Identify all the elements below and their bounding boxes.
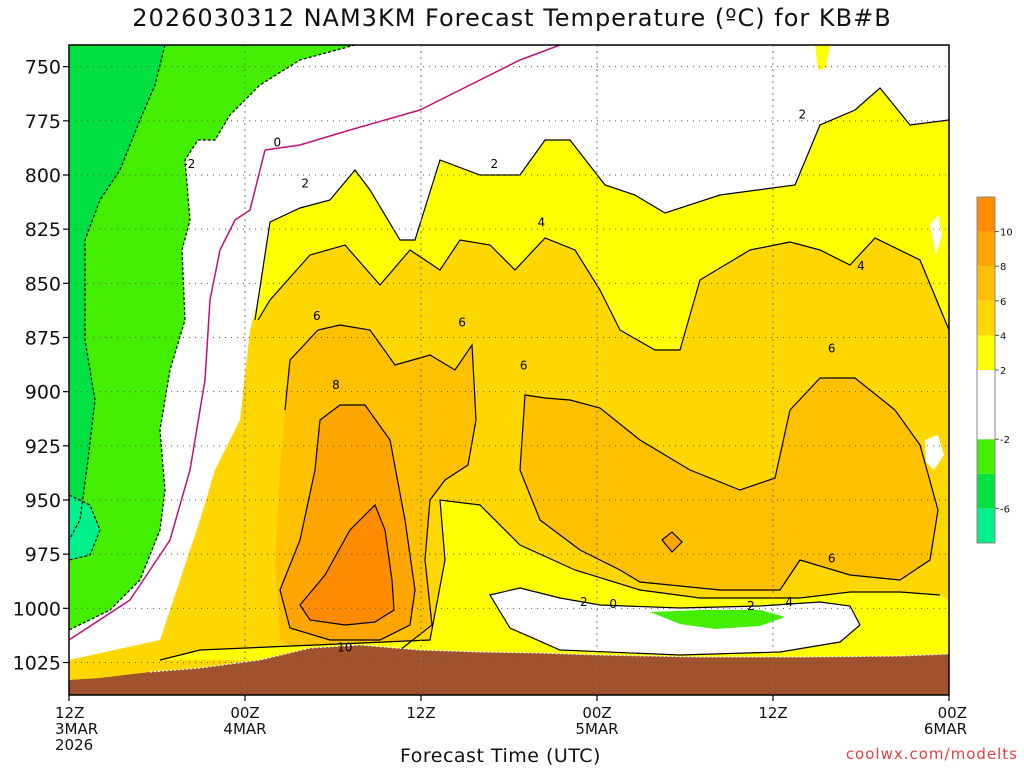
contour-2-lower xyxy=(159,499,941,661)
x-tick-label: 3MAR xyxy=(55,720,98,738)
contour-label: 6 xyxy=(313,309,321,323)
colorbar: -6 -2 2 4 6 8 10 xyxy=(976,196,1013,544)
cell-warm-1 xyxy=(815,45,830,70)
colorbar-swatch xyxy=(977,508,995,543)
band-neg4-neg2 xyxy=(69,45,355,630)
band-6-8-east xyxy=(520,378,938,590)
contour-0-b xyxy=(69,149,266,641)
colorbar-swatch xyxy=(977,370,995,405)
contour-label: 6 xyxy=(458,315,466,329)
contour-label: 6 xyxy=(828,341,836,355)
plot-frame xyxy=(68,44,950,696)
contour-label: 10 xyxy=(337,640,352,654)
contours xyxy=(159,87,949,661)
colorbar-tick-label: -6 xyxy=(1000,504,1010,515)
contour-label: 2 xyxy=(580,595,588,609)
x-tick-label: 00Z xyxy=(230,704,259,722)
x-tick-label: 12Z xyxy=(758,704,787,722)
contour-label: 4 xyxy=(857,259,865,273)
band-neg4-neg2-lower xyxy=(650,610,785,629)
y-tick-label: 800 xyxy=(25,165,61,187)
x-tick-label: 12Z xyxy=(406,704,435,722)
contour-label: 2 xyxy=(491,157,499,171)
colorbar-tick-label: 2 xyxy=(1000,366,1006,377)
contour-6-west xyxy=(284,324,477,651)
y-tick-label: 925 xyxy=(25,436,61,458)
y-axis: 750 775 800 825 850 875 900 925 950 975 1000 1025 xyxy=(13,57,69,675)
colorbar-swatch xyxy=(977,473,995,509)
cell-cold-2 xyxy=(925,435,944,470)
temperature-field xyxy=(69,45,949,695)
contour-10 xyxy=(299,503,395,626)
colorbar-tick-label: -2 xyxy=(1000,435,1010,446)
colorbar-swatch xyxy=(977,439,995,474)
contours-zero xyxy=(69,45,561,641)
contour-label: 0 xyxy=(609,597,617,611)
grid xyxy=(69,45,949,695)
y-tick-label: 775 xyxy=(25,111,61,133)
contour-6-east xyxy=(519,377,939,591)
band-10-12 xyxy=(300,505,394,625)
credit-link[interactable]: coolwx.com/modelts xyxy=(845,745,1018,763)
colorbar-swatch xyxy=(977,266,995,301)
cell-cold-1 xyxy=(930,215,942,255)
contour-label: 6 xyxy=(828,552,836,566)
contour-label: 0 xyxy=(273,136,281,150)
y-tick-label: 975 xyxy=(25,544,61,566)
x-tick-label: 00Z xyxy=(582,704,611,722)
contour-label: 6 xyxy=(520,359,528,373)
contour-labels: -2 0 2 2 2 4 4 6 6 6 6 6 8 10 2 0 2 4 xyxy=(183,107,865,654)
contour-neg2 xyxy=(69,45,356,631)
contours-negative xyxy=(69,45,356,631)
x-tick-label: 2026 xyxy=(55,736,93,754)
chart-title: 2026030312 NAM3KM Forecast Temperature (… xyxy=(132,4,892,32)
x-tick-label: 4MAR xyxy=(223,720,266,738)
x-tick-label: 00Z xyxy=(938,704,967,722)
colorbar-swatch xyxy=(977,335,995,370)
colorbar-tick-label: 4 xyxy=(1000,331,1006,342)
x-tick-label: 5MAR xyxy=(575,720,618,738)
y-tick-label: 850 xyxy=(25,273,61,295)
colorbar-swatch xyxy=(977,300,995,336)
colorbar-tick-label: 10 xyxy=(1000,228,1013,239)
x-tick-label: 12Z xyxy=(55,704,84,722)
y-tick-label: 875 xyxy=(25,328,61,350)
y-tick-label: 1025 xyxy=(13,653,61,675)
colorbar-swatch xyxy=(977,197,995,232)
contour-neg6 xyxy=(69,494,101,561)
contour-label: 4 xyxy=(537,216,545,230)
band-neg6-neg4 xyxy=(69,45,165,540)
contour-label: -2 xyxy=(183,157,195,171)
contour-cell-68 xyxy=(661,531,683,553)
contour-8 xyxy=(279,404,416,641)
colorbar-swatch xyxy=(977,231,995,267)
terrain-edge xyxy=(149,644,949,673)
contour-label: 2 xyxy=(301,177,309,191)
contour-0 xyxy=(264,45,561,151)
contour-neg4 xyxy=(69,45,166,541)
contour-label: 2 xyxy=(747,599,755,613)
y-tick-label: 1000 xyxy=(13,598,61,620)
x-tick-label: 6MAR xyxy=(924,720,967,738)
contour-4 xyxy=(257,237,949,351)
y-tick-label: 900 xyxy=(25,382,61,404)
colorbar-tick-label: 6 xyxy=(1000,297,1006,308)
y-tick-label: 825 xyxy=(25,219,61,241)
contour-label: 2 xyxy=(799,107,807,121)
band-0-2 xyxy=(69,45,949,660)
y-tick-label: 950 xyxy=(25,490,61,512)
colorbar-tick-label: 8 xyxy=(1000,262,1006,273)
contour-2 xyxy=(254,87,949,321)
x-axis-title: Forecast Time (UTC) xyxy=(400,745,601,767)
band-neg2-0 xyxy=(69,45,560,640)
colorbar-swatch xyxy=(977,404,995,440)
band-neg8-neg6 xyxy=(69,495,100,560)
contour-0-lower xyxy=(489,587,861,656)
contour-label: 4 xyxy=(785,595,793,609)
y-tick-label: 750 xyxy=(25,57,61,79)
contour-label: 8 xyxy=(332,378,340,392)
